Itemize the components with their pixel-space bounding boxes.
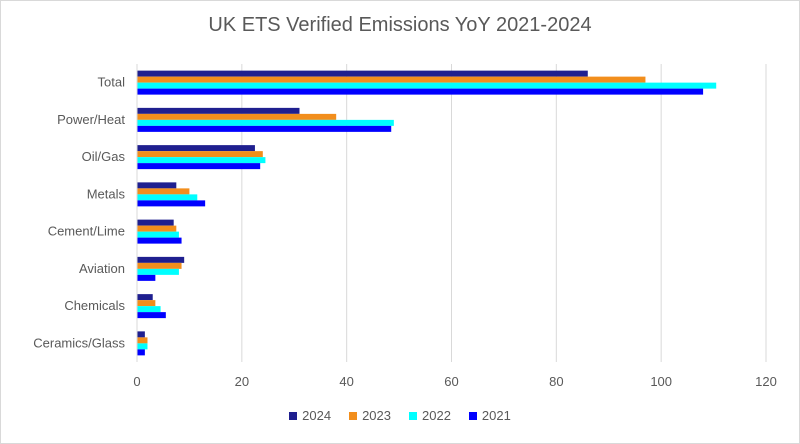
bar-2021-1 [137, 125, 392, 132]
x-tick-label: 40 [339, 374, 353, 389]
category-label: Aviation [79, 261, 125, 276]
bar-2024-6 [137, 294, 153, 301]
bar-2024-0 [137, 70, 588, 77]
x-tick-label: 80 [549, 374, 563, 389]
bar-2023-4 [137, 225, 177, 232]
legend-label: 2022 [422, 408, 451, 423]
category-label: Oil/Gas [82, 149, 126, 164]
category-label: Chemicals [64, 298, 125, 313]
legend-swatch [349, 411, 358, 420]
bar-2023-7 [137, 337, 148, 344]
bar-2024-7 [137, 331, 145, 338]
bar-2023-0 [137, 76, 646, 83]
legend-item: 2024 [289, 408, 331, 423]
bar-2021-0 [137, 88, 704, 95]
legend-swatch [409, 411, 417, 420]
bar-2021-6 [137, 312, 166, 319]
bar-2024-1 [137, 107, 300, 114]
bar-2022-7 [137, 343, 148, 350]
x-tick-label: 0 [133, 374, 140, 389]
category-label: Metals [87, 186, 126, 201]
bar-2022-1 [137, 119, 394, 126]
x-tick-label: 60 [444, 374, 458, 389]
bar-2021-7 [137, 349, 145, 356]
bar-2022-2 [137, 157, 266, 164]
bar-2024-3 [137, 182, 177, 189]
category-label: Power/Heat [57, 112, 125, 127]
bar-2022-4 [137, 231, 179, 238]
legend-item: 2023 [349, 408, 391, 423]
legend-swatch [468, 411, 477, 420]
bar-2022-0 [137, 82, 717, 89]
x-tick-label: 100 [650, 374, 672, 389]
bar-2024-4 [137, 219, 174, 226]
chart-title: UK ETS Verified Emissions YoY 2021-2024 [208, 14, 592, 36]
legend-label: 2021 [481, 408, 511, 423]
chart-legend: 2024 2023 2022 2021 [0, 408, 800, 423]
bar-2021-2 [137, 163, 261, 170]
bar-2024-5 [137, 256, 185, 263]
x-tick-label: 120 [755, 374, 777, 389]
category-label: Ceramics/Glass [33, 335, 125, 350]
bar-2024-2 [137, 145, 255, 152]
bar-2023-5 [137, 262, 182, 269]
legend-item: 2022 [409, 408, 451, 423]
category-label: Cement/Lime [48, 224, 125, 239]
bar-2022-3 [137, 194, 198, 201]
bar-2023-1 [137, 113, 337, 120]
bar-2023-2 [137, 151, 263, 158]
legend-label: 2024 [302, 408, 332, 423]
legend-item: 2021 [468, 408, 511, 423]
bar-2022-6 [137, 306, 161, 313]
bar-2021-5 [137, 274, 156, 281]
bar-2022-5 [137, 268, 179, 275]
legend-swatch [289, 411, 298, 420]
bar-2021-4 [137, 237, 182, 244]
category-label: Total [98, 75, 126, 90]
bar-2023-3 [137, 188, 190, 195]
legend-label: 2023 [362, 408, 391, 423]
bar-2023-6 [137, 300, 156, 307]
bar-2021-3 [137, 200, 206, 207]
x-tick-label: 20 [235, 374, 249, 389]
